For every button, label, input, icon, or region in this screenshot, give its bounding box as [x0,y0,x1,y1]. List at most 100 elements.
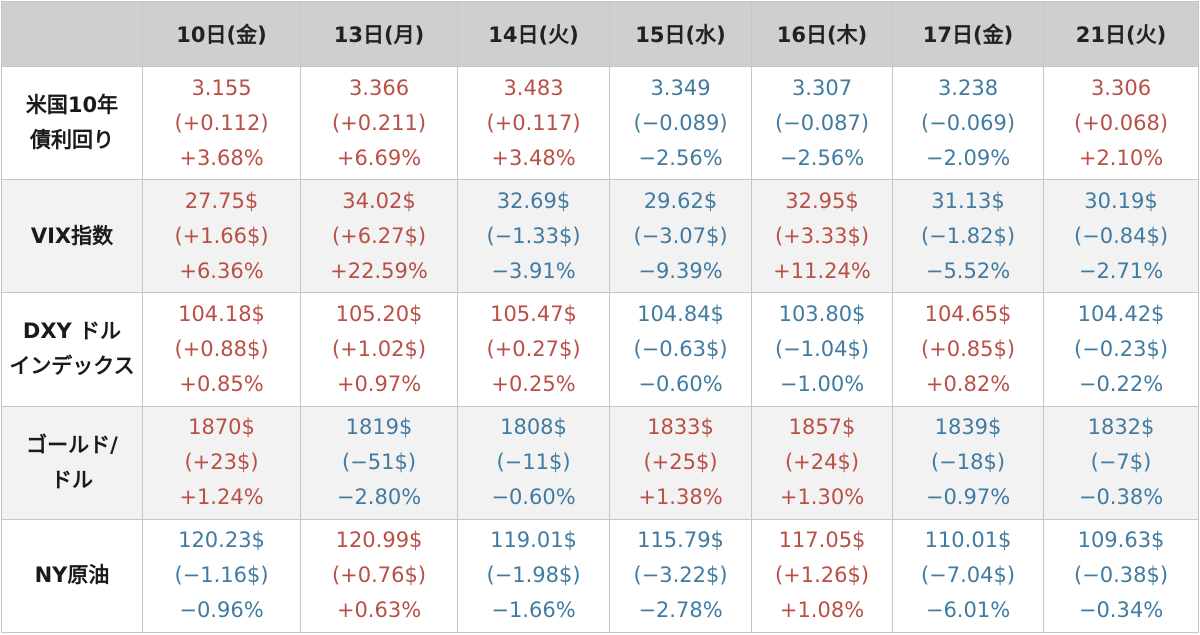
data-cell: 1819$ (−51$) −2.80% [300,405,458,520]
cell-value: 32.95$ [785,188,859,213]
row-label-line: 米国10年 [25,93,119,118]
cell-percent: −6.01% [925,598,1011,623]
cell-value: 30.19$ [1084,188,1158,213]
cell-value: 3.155 [191,75,252,100]
data-cell: 103.80$ (−1.04$) −1.00% [751,292,893,407]
cell-value: 1857$ [788,415,856,440]
cell-value: 115.79$ [637,528,724,553]
cell-value: 3.307 [791,75,853,100]
cell-value: 3.238 [937,75,999,100]
data-cell: 3.155 (+0.112) +3.68% [142,65,301,181]
data-cell: 1839$ (−18$) −0.97% [892,405,1044,520]
cell-change: (+1.26$) [774,563,870,588]
cell-percent: +0.85% [179,371,264,396]
cell-percent: +6.69% [336,145,422,170]
data-cell: 1857$ (+24$) +1.30% [751,405,893,520]
cell-value: 104.42$ [1077,301,1165,326]
data-cell: 1833$ (+25$) +1.38% [609,405,752,520]
cell-value: 119.01$ [490,528,577,553]
cell-percent: +0.63% [336,598,422,623]
cell-change: (+1.02$) [331,336,427,361]
cell-value: 1833$ [647,415,714,440]
cell-change: (−18$) [930,450,1006,475]
row-label-line: ゴールド/ [26,432,118,457]
cell-change: (−3.22$) [633,563,728,588]
cell-value: 31.13$ [931,188,1005,213]
cell-change: (+24$) [784,450,860,475]
row-label: DXY ドル インデックス [1,292,143,407]
cell-value: 3.306 [1090,75,1152,100]
data-cell: 104.18$ (+0.88$) +0.85% [142,292,301,407]
cell-percent: +3.48% [491,145,576,170]
cell-value: 105.47$ [490,301,577,326]
column-header: 17日(金) [892,1,1044,67]
column-header: 13日(月) [300,1,458,67]
data-cell: 3.238 (−0.069) −2.09% [892,65,1044,181]
column-header: 15日(水) [609,1,752,67]
cell-change: (−1.98$) [486,563,581,588]
column-header: 14日(火) [457,1,610,67]
cell-change: (−0.089) [633,110,728,135]
data-cell: 31.13$ (−1.82$) −5.52% [892,179,1044,294]
data-cell: 104.84$ (−0.63$) −0.60% [609,292,752,407]
cell-change: (+6.27$) [331,223,427,248]
row-label: NY原油 [1,518,143,634]
cell-value: 3.366 [348,75,410,100]
cell-value: 105.20$ [335,301,423,326]
cell-percent: −2.78% [638,598,723,623]
data-cell: 109.63$ (−0.38$) −0.34% [1043,518,1199,634]
cell-percent: +11.24% [773,258,871,283]
cell-value: 103.80$ [778,301,866,326]
column-header: 21日(火) [1043,1,1199,67]
column-header: 10日(金) [142,1,301,67]
cell-change: (+0.112) [174,110,269,135]
cell-value: 3.483 [503,75,564,100]
cell-change: (+0.88$) [174,336,269,361]
cell-percent: −0.22% [1078,371,1164,396]
cell-percent: −0.34% [1078,598,1164,623]
row-label-line: DXY ドル [22,319,122,344]
row-label-line: インデックス [9,354,135,379]
data-cell: 1832$ (−7$) −0.38% [1043,405,1199,520]
data-cell: 1870$ (+23$) +1.24% [142,405,301,520]
data-cell: 29.62$ (−3.07$) −9.39% [609,179,752,294]
cell-percent: +3.68% [179,145,264,170]
cell-percent: −2.56% [638,145,723,170]
cell-change: (+3.33$) [774,223,870,248]
data-cell: 32.69$ (−1.33$) −3.91% [457,179,610,294]
corner-cell [1,1,143,67]
data-cell: 3.349 (−0.089) −2.56% [609,65,752,181]
cell-percent: −0.60% [638,371,723,396]
data-cell: 104.42$ (−0.23$) −0.22% [1043,292,1199,407]
table-row: NY原油 120.23$ (−1.16$) −0.96% 120.99$ (+0.76$)… [1,518,1199,634]
cell-value: 1832$ [1087,415,1155,440]
cell-value: 1819$ [345,415,413,440]
table-row: 米国10年 債利回り 3.155 (+0.112) +3.68% 3.366 (+0.211… [1,65,1199,181]
cell-change: (−3.07$) [633,223,728,248]
cell-value: 110.01$ [924,528,1012,553]
cell-change: (−11$) [496,450,571,475]
data-cell: 120.23$ (−1.16$) −0.96% [142,518,301,634]
cell-value: 1870$ [188,415,255,440]
row-label-line: VIX指数 [30,223,114,248]
row-label-line: ドル [51,467,93,492]
cell-value: 29.62$ [643,188,718,213]
cell-percent: −2.09% [925,145,1011,170]
data-cell: 1808$ (−11$) −0.60% [457,405,610,520]
cell-percent: −5.52% [925,258,1011,283]
cell-change: (−0.63$) [633,336,728,361]
row-label-line: NY原油 [34,563,110,588]
cell-value: 32.69$ [496,188,571,213]
cell-value: 34.02$ [342,188,416,213]
cell-percent: +6.36% [179,258,264,283]
cell-change: (−1.33$) [486,223,581,248]
cell-change: (−1.82$) [920,223,1016,248]
cell-value: 104.84$ [637,301,724,326]
cell-value: 104.65$ [924,301,1012,326]
cell-change: (+1.66$) [174,223,269,248]
data-cell: 32.95$ (+3.33$) +11.24% [751,179,893,294]
cell-value: 1839$ [934,415,1002,440]
cell-percent: −2.80% [336,485,422,510]
cell-value: 120.99$ [335,528,423,553]
